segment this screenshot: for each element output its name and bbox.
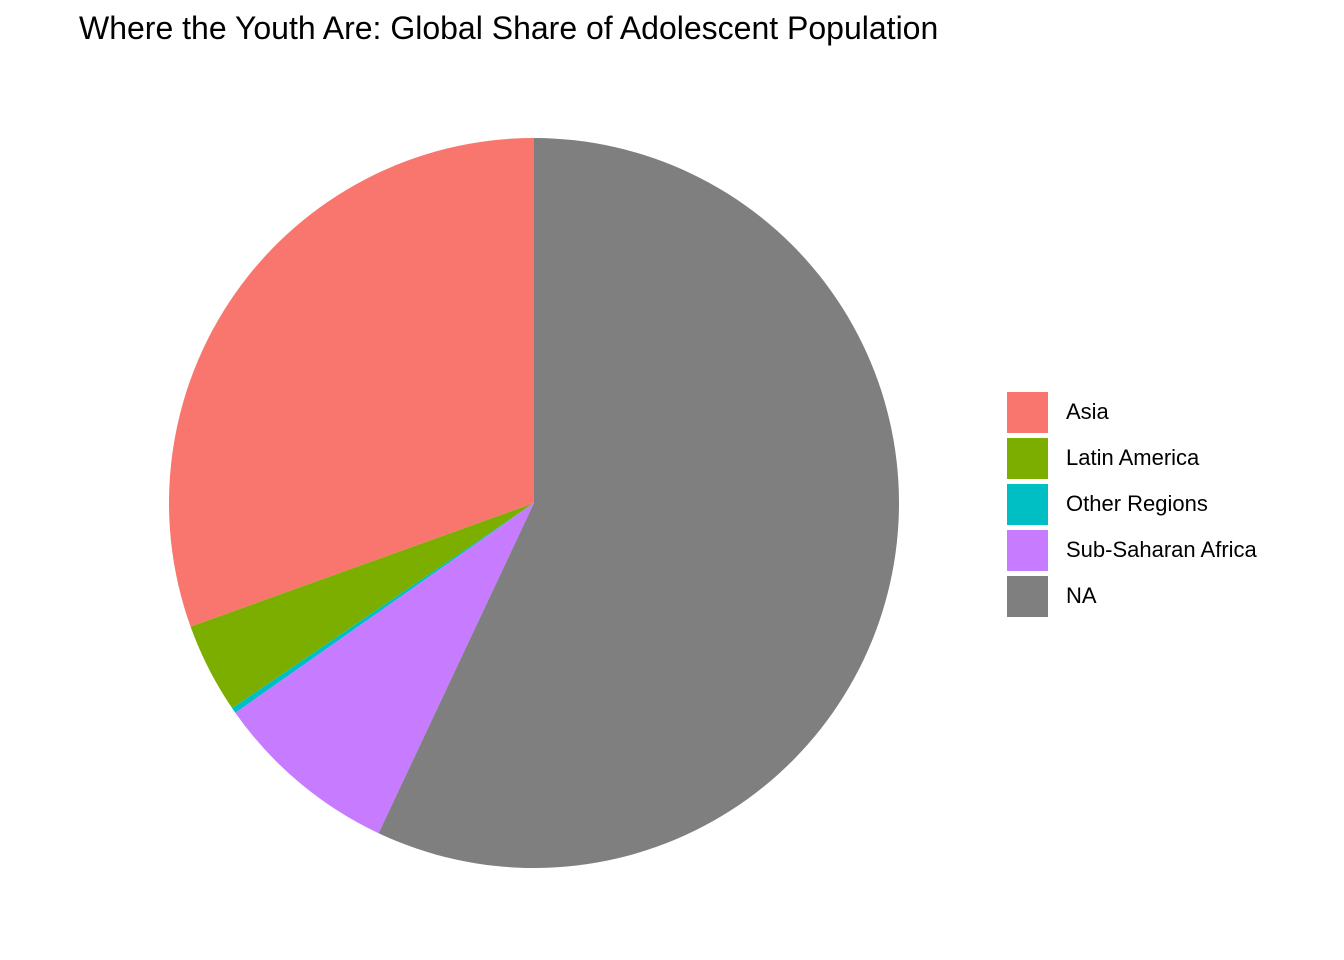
legend-item: NA [1006,573,1257,619]
legend-item: Sub-Saharan Africa [1006,527,1257,573]
legend-item: Asia [1006,389,1257,435]
legend-key [1006,482,1049,526]
legend-label: Latin America [1066,445,1200,470]
pie-slice-asia [168,138,535,627]
pie-slice-other-regions [232,503,534,713]
legend: Asia Latin America Other Regions Sub-Sahara… [1006,389,1257,619]
chart-title: Where the Youth Are: Global Share of Ado… [79,10,939,46]
legend-label: Sub-Saharan Africa [1066,537,1257,562]
legend-label: NA [1066,583,1097,608]
legend-key [1006,574,1049,618]
legend-key [1006,390,1049,434]
pie-slice-na [378,138,900,869]
legend-label: Asia [1066,399,1109,424]
legend-item: Latin America [1006,435,1257,481]
legend-label: Other Regions [1066,491,1208,516]
pie-slice-sub-saharan-africa [235,503,534,834]
legend-key [1006,528,1049,572]
pie-slices [168,138,900,869]
legend-item: Other Regions [1006,481,1257,527]
legend-key [1006,436,1049,480]
pie-slice-latin-america [190,503,534,709]
